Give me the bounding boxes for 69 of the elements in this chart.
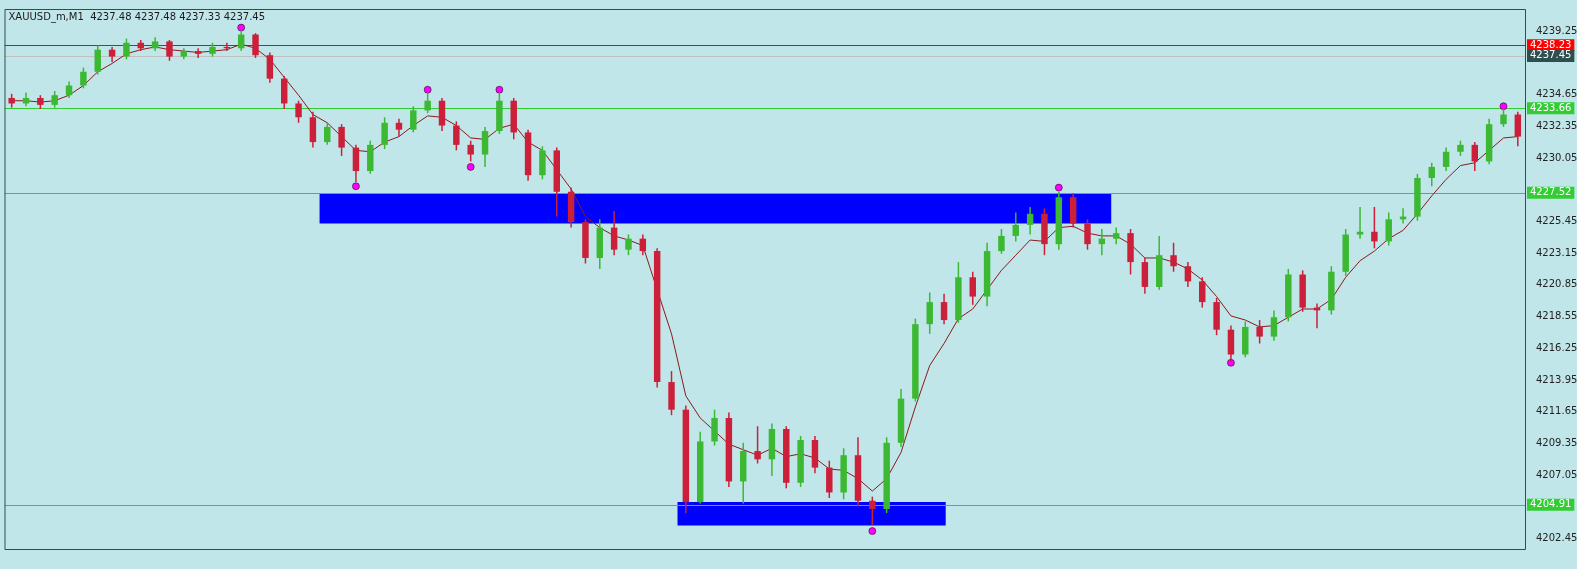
candlestick [1428, 162, 1435, 187]
ref-line-label: 4233.66 [1530, 101, 1572, 113]
y-tick-label: 4232.35 [1536, 119, 1577, 131]
candlestick [754, 425, 761, 465]
y-tick-label: 4218.55 [1536, 310, 1577, 322]
point [466, 163, 475, 171]
y-tick-label: 4220.85 [1536, 278, 1577, 290]
candlestick [610, 210, 618, 256]
chart-title: XAUUSD_m,M1 4237.48 4237.48 4237.33 4237.45 [8, 10, 266, 23]
point [423, 85, 432, 94]
candlestick [123, 37, 130, 61]
candlestick [1012, 211, 1019, 243]
candlestick [1256, 319, 1263, 345]
point [1055, 183, 1063, 192]
candlestick [1184, 261, 1192, 288]
candlestick [381, 116, 388, 150]
candlestick [1084, 218, 1091, 251]
candlestick [80, 66, 87, 90]
candlestick [639, 233, 647, 256]
candlestick [1442, 146, 1450, 172]
candlestick [1514, 111, 1522, 147]
ref-line-label: 4204.91 [1530, 498, 1572, 510]
point [495, 85, 504, 94]
candlestick [166, 39, 173, 62]
candlestick [252, 32, 259, 59]
candlestick [295, 99, 302, 124]
point [352, 182, 360, 190]
candlestick [338, 123, 345, 157]
candlestick [194, 47, 202, 59]
candlestick [324, 122, 331, 146]
candlestick [869, 495, 876, 527]
candlestick [1385, 211, 1392, 247]
candlestick [352, 144, 360, 183]
candlestick [481, 126, 489, 168]
candlestick [998, 228, 1005, 255]
y-tick-label: 4207.05 [1536, 468, 1577, 480]
point [868, 527, 877, 535]
candlestick [467, 139, 474, 163]
candlestick [926, 291, 933, 335]
candlestick [453, 120, 460, 152]
point [237, 23, 245, 32]
candlestick [94, 44, 101, 76]
candlestick [1026, 206, 1034, 236]
point [1499, 102, 1508, 110]
candlestick [625, 233, 632, 256]
y-tick-label: 4211.65 [1536, 405, 1577, 417]
ref-line-label: 4238.23 [1530, 38, 1572, 50]
y-tick-label: 4234.65 [1536, 88, 1577, 100]
y-tick-label: 4216.25 [1536, 341, 1577, 353]
y-tick-label: 4202.45 [1536, 532, 1577, 544]
ref-line-label: 4227.52 [1530, 186, 1572, 198]
candlestick [940, 293, 948, 325]
candlestick [266, 51, 274, 84]
candlestick [1270, 309, 1278, 342]
y-tick-label: 4223.15 [1536, 246, 1577, 258]
y-tick-label: 4239.25 [1536, 24, 1577, 36]
ref-line-label: 4237.45 [1530, 49, 1572, 61]
candlestick [1371, 206, 1378, 250]
candlestick [410, 105, 417, 134]
y-tick-label: 4209.35 [1536, 437, 1577, 449]
candlestick [1471, 141, 1479, 172]
y-tick-label: 4213.95 [1536, 373, 1577, 385]
candlestick [711, 408, 718, 447]
candlestick [969, 271, 976, 306]
y-tick-label: 4225.45 [1536, 215, 1577, 227]
candlestick [1170, 242, 1177, 273]
candlestick [1199, 276, 1206, 309]
candlestick [1356, 206, 1364, 240]
y-tick-label: 4230.05 [1536, 151, 1577, 163]
